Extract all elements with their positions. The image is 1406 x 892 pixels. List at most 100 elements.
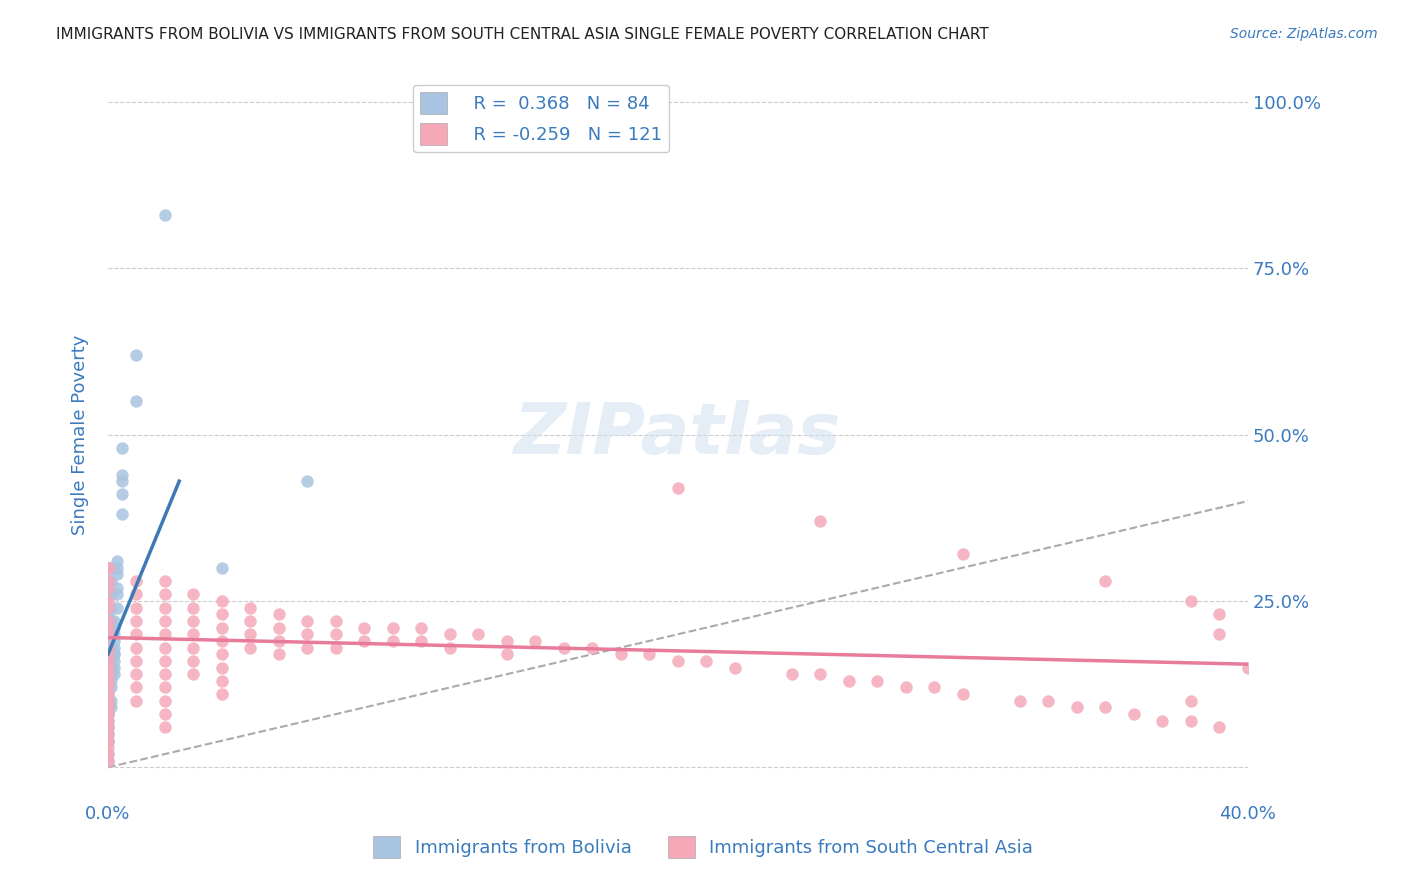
Point [97, 633, 120, 648]
Point [1180, 594, 1202, 608]
Point [97, 714, 120, 728]
Point [100, 647, 122, 661]
Point [97, 660, 120, 674]
Point [97, 733, 120, 747]
Point [103, 654, 125, 668]
Point [353, 621, 375, 635]
Point [100, 640, 122, 655]
Point [581, 640, 603, 655]
Point [924, 681, 946, 695]
Point [239, 600, 262, 615]
Point [111, 487, 134, 501]
Point [325, 614, 347, 628]
Point [952, 687, 974, 701]
Point [610, 647, 633, 661]
Point [153, 720, 176, 734]
Text: Source: ZipAtlas.com: Source: ZipAtlas.com [1230, 27, 1378, 41]
Point [153, 707, 176, 722]
Point [125, 667, 148, 681]
Point [97, 574, 120, 588]
Point [97, 700, 120, 714]
Point [125, 574, 148, 588]
Point [97, 627, 120, 641]
Point [100, 681, 122, 695]
Point [1152, 714, 1174, 728]
Point [838, 673, 860, 688]
Point [211, 647, 233, 661]
Point [97, 627, 120, 641]
Point [111, 441, 134, 455]
Point [183, 627, 205, 641]
Point [267, 621, 290, 635]
Point [97, 621, 120, 635]
Point [239, 640, 262, 655]
Point [1208, 607, 1230, 622]
Point [103, 667, 125, 681]
Point [103, 621, 125, 635]
Point [97, 747, 120, 761]
Point [381, 621, 404, 635]
Point [97, 733, 120, 747]
Point [183, 600, 205, 615]
Point [496, 647, 519, 661]
Point [97, 694, 120, 708]
Point [97, 727, 120, 741]
Point [780, 667, 803, 681]
Point [97, 581, 120, 595]
Point [97, 600, 120, 615]
Point [111, 474, 134, 488]
Point [100, 660, 122, 674]
Point [267, 647, 290, 661]
Point [97, 614, 120, 628]
Point [125, 614, 148, 628]
Point [1208, 627, 1230, 641]
Point [125, 694, 148, 708]
Point [97, 754, 120, 768]
Point [524, 633, 547, 648]
Point [866, 673, 889, 688]
Point [97, 681, 120, 695]
Point [211, 607, 233, 622]
Point [97, 707, 120, 722]
Point [105, 554, 128, 568]
Point [100, 614, 122, 628]
Point [97, 687, 120, 701]
Point [105, 600, 128, 615]
Point [183, 587, 205, 601]
Point [1094, 574, 1116, 588]
Point [439, 627, 461, 641]
Point [97, 687, 120, 701]
Point [1066, 700, 1088, 714]
Point [153, 640, 176, 655]
Point [97, 654, 120, 668]
Point [411, 633, 433, 648]
Point [100, 694, 122, 708]
Point [97, 647, 120, 661]
Point [183, 614, 205, 628]
Legend:   R =  0.368   N = 84,   R = -0.259   N = 121: R = 0.368 N = 84, R = -0.259 N = 121 [413, 85, 669, 153]
Point [125, 600, 148, 615]
Point [97, 587, 120, 601]
Point [1122, 707, 1144, 722]
Point [125, 394, 148, 409]
Point [97, 581, 120, 595]
Point [153, 587, 176, 601]
Point [100, 673, 122, 688]
Point [105, 587, 128, 601]
Point [97, 600, 120, 615]
Point [97, 621, 120, 635]
Point [125, 640, 148, 655]
Point [97, 700, 120, 714]
Point [97, 727, 120, 741]
Point [297, 640, 319, 655]
Point [103, 647, 125, 661]
Point [211, 687, 233, 701]
Point [100, 667, 122, 681]
Point [97, 627, 120, 641]
Point [125, 348, 148, 362]
Text: ZIPatlas: ZIPatlas [515, 401, 842, 469]
Point [325, 627, 347, 641]
Point [467, 627, 489, 641]
Point [153, 654, 176, 668]
Point [97, 600, 120, 615]
